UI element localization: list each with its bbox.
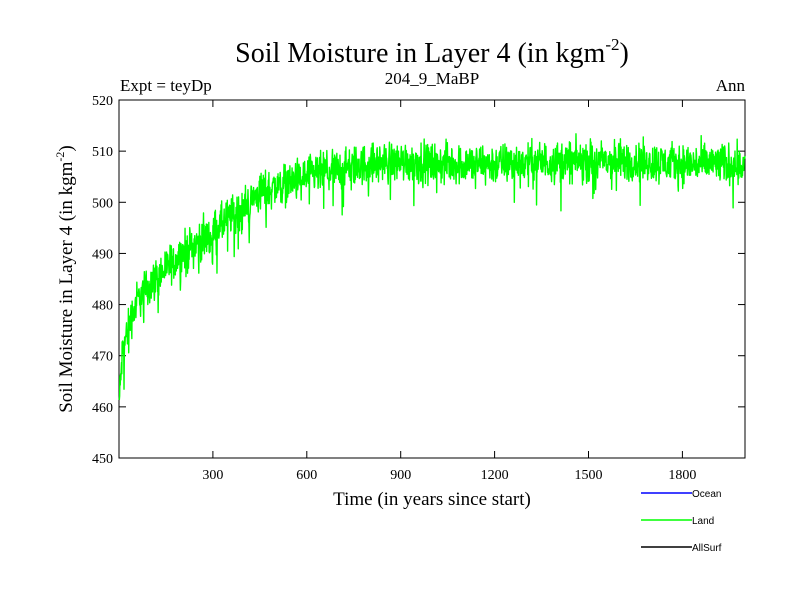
y-axis-title-sup: -2 <box>53 152 67 162</box>
period-label: 204_9_MaBP <box>385 69 479 88</box>
x-tick-label: 1800 <box>668 468 696 483</box>
y-axis-title: Soil Moisture in Layer 4 (in kgm-2) <box>53 145 77 413</box>
x-axis-title: Time (in years since start) <box>333 489 531 510</box>
y-axis: 450 460 470 480 490 500 510 520 <box>92 94 745 467</box>
season-label: Ann <box>716 76 746 95</box>
x-tick-label: 1500 <box>575 468 603 483</box>
legend: Ocean Land AllSurf <box>641 489 722 554</box>
x-axis: 300 600 900 1200 1500 1800 <box>202 100 696 483</box>
y-tick-label: 480 <box>92 299 113 314</box>
y-axis-title-text: Soil Moisture in Layer 4 (in kgm <box>56 161 77 412</box>
x-tick-label: 1200 <box>481 468 509 483</box>
plot-frame <box>118 99 746 459</box>
y-tick-label: 450 <box>92 452 113 467</box>
x-tick-label: 300 <box>202 468 223 483</box>
chart-title-close: ) <box>620 38 629 69</box>
y-tick-label: 490 <box>92 247 113 262</box>
legend-land-label: Land <box>692 516 714 527</box>
x-tick-label: 900 <box>390 468 411 483</box>
y-axis-title-close: ) <box>56 145 77 151</box>
y-tick-label: 460 <box>92 401 113 416</box>
y-tick-label: 520 <box>92 94 113 109</box>
chart-title-text: Soil Moisture in Layer 4 (in kgm <box>235 38 605 69</box>
experiment-label: Expt = teyDp <box>120 76 212 95</box>
y-tick-label: 510 <box>92 145 113 160</box>
x-tick-label: 600 <box>296 468 317 483</box>
chart-title-sup: -2 <box>605 35 619 54</box>
land-series-line <box>118 133 746 400</box>
chart-title: Soil Moisture in Layer 4 (in kgm-2) <box>235 35 629 69</box>
legend-allsurf-label: AllSurf <box>692 543 722 554</box>
legend-ocean-label: Ocean <box>692 489 721 500</box>
y-tick-label: 470 <box>92 350 113 365</box>
y-tick-label: 500 <box>92 196 113 211</box>
